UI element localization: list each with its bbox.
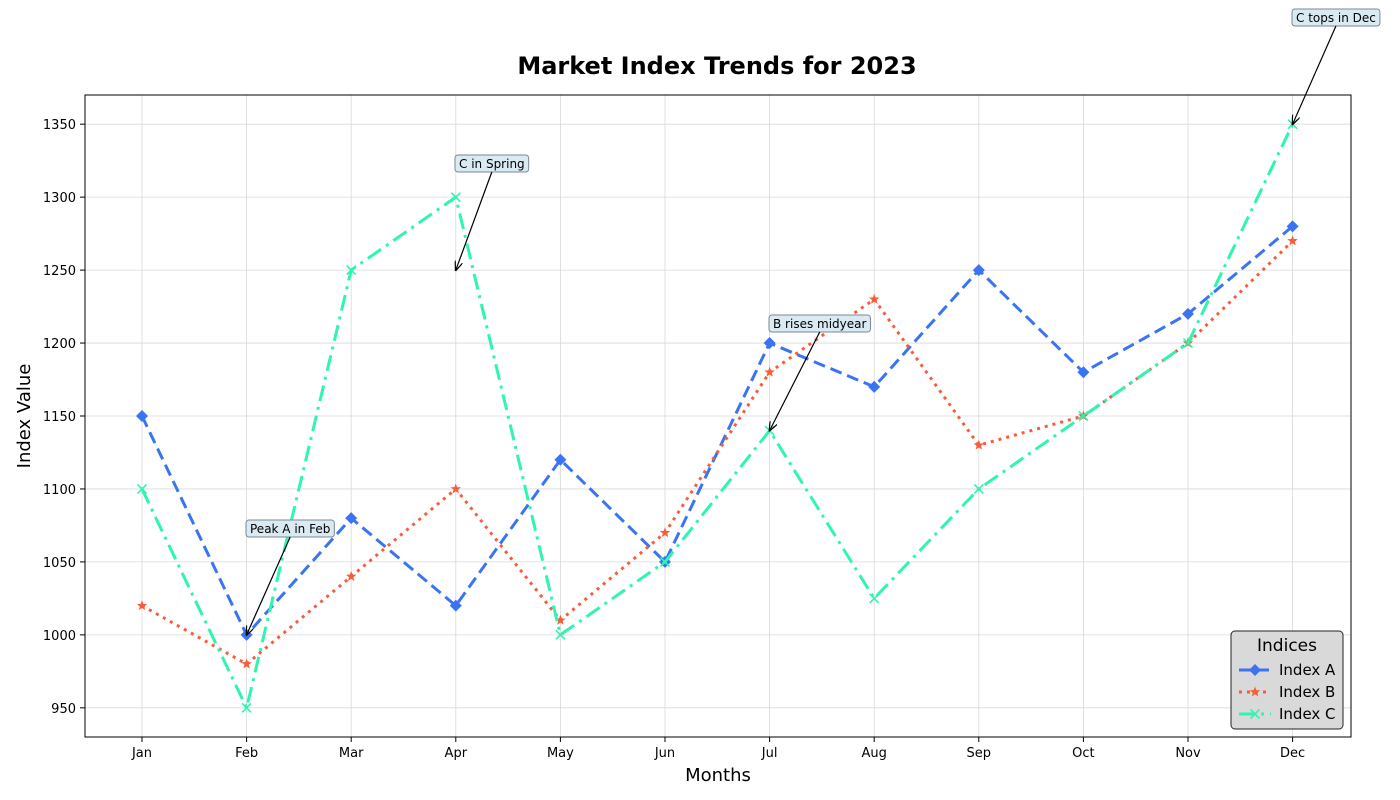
- legend-item: Index C: [1239, 705, 1336, 723]
- x-tick-label: Oct: [1072, 746, 1094, 761]
- chart-title: Market Index Trends for 2023: [517, 52, 916, 80]
- data-point: [972, 264, 985, 277]
- legend-box: [1230, 630, 1344, 730]
- data-point: [973, 483, 984, 495]
- annotation-arrow: [770, 331, 821, 431]
- ticks: Jan Feb Mar Apr May Jun Jul Aug Sep Oct Nov Dec 950 1…: [43, 118, 1305, 761]
- annotation: Peak A in Feb: [245, 519, 335, 635]
- annotation-arrow: [247, 536, 291, 635]
- x-tick-label: Feb: [235, 746, 258, 761]
- legend-marker: [1249, 664, 1261, 676]
- legend-label: Index C: [1279, 705, 1336, 723]
- data-point: [763, 337, 776, 350]
- y-tick-label: 1350: [43, 118, 76, 133]
- x-tick-label: Nov: [1175, 746, 1201, 761]
- data-point: [450, 192, 461, 203]
- legend: Indices Index A Index B Index C: [1230, 630, 1344, 730]
- data-point: [136, 410, 148, 422]
- series-layer: [136, 119, 1299, 713]
- x-tick-label: Jun: [654, 746, 675, 761]
- legend-item: Index A: [1239, 661, 1336, 679]
- annotation: C tops in Dec: [1291, 8, 1381, 124]
- data-point: [868, 293, 880, 304]
- data-point: [554, 453, 567, 466]
- data-point: [136, 483, 148, 495]
- x-tick-label: Mar: [339, 746, 364, 761]
- data-point: [449, 599, 462, 612]
- data-point: [869, 593, 880, 604]
- data-point: [868, 380, 881, 393]
- legend-marker: [1249, 686, 1261, 697]
- data-point: [241, 702, 252, 713]
- data-point: [346, 265, 357, 276]
- data-point: [555, 614, 566, 625]
- data-point: [241, 658, 252, 669]
- data-point: [555, 629, 566, 640]
- x-tick-label: Jan: [131, 746, 152, 761]
- data-point: [659, 556, 671, 567]
- annotation-text: B rises midyear: [773, 317, 866, 331]
- y-tick-label: 1000: [43, 629, 76, 644]
- annotation: B rises midyear: [769, 314, 871, 431]
- annotation-text: C tops in Dec: [1296, 11, 1376, 25]
- series-line: [141, 239, 1294, 666]
- annotation-arrow: [456, 171, 493, 270]
- legend-title: Indices: [1257, 636, 1317, 656]
- y-tick-label: 1300: [43, 191, 76, 206]
- series-index-b: [136, 235, 1298, 669]
- y-tick-label: 950: [51, 702, 76, 717]
- data-point: [1182, 307, 1194, 320]
- data-point: [345, 512, 358, 525]
- annotation: C in Spring: [454, 154, 530, 270]
- data-point: [1287, 235, 1298, 246]
- data-point: [1077, 366, 1090, 379]
- annotation-text: Peak A in Feb: [250, 522, 330, 536]
- y-tick-label: 1150: [43, 410, 76, 425]
- x-tick-label: Sep: [967, 746, 992, 761]
- x-tick-label: Dec: [1280, 746, 1305, 761]
- y-tick-label: 1200: [43, 337, 76, 352]
- x-tick-label: Jul: [761, 746, 778, 761]
- annotation-text: C in Spring: [459, 157, 525, 171]
- legend-label: Index B: [1279, 683, 1335, 701]
- y-tick-label: 1050: [43, 556, 76, 571]
- data-point: [1182, 337, 1194, 349]
- y-axis-label: Index Value: [14, 364, 35, 469]
- series-line: [140, 225, 1294, 637]
- data-point: [973, 439, 985, 450]
- x-tick-label: Apr: [445, 746, 468, 761]
- y-tick-label: 1100: [43, 483, 76, 498]
- annotation-arrow: [1293, 25, 1337, 124]
- annotations: Peak A in Feb C in Spring B rises midyear C…: [245, 8, 1381, 635]
- data-point: [764, 366, 775, 377]
- data-point: [345, 571, 357, 581]
- x-axis-label: Months: [685, 765, 751, 786]
- data-point: [1078, 410, 1089, 422]
- data-point: [136, 600, 148, 611]
- x-tick-label: Aug: [862, 746, 887, 761]
- data-point: [1286, 220, 1299, 233]
- series-line: [140, 123, 1294, 710]
- series-index-a: [136, 220, 1299, 641]
- data-point: [450, 483, 462, 494]
- grid: [85, 95, 1351, 737]
- y-tick-label: 1250: [43, 264, 76, 279]
- legend-label: Index A: [1279, 661, 1336, 679]
- x-tick-label: May: [547, 746, 574, 761]
- legend-marker: [1249, 708, 1261, 720]
- legend-item: Index B: [1239, 683, 1335, 701]
- data-point: [659, 527, 671, 538]
